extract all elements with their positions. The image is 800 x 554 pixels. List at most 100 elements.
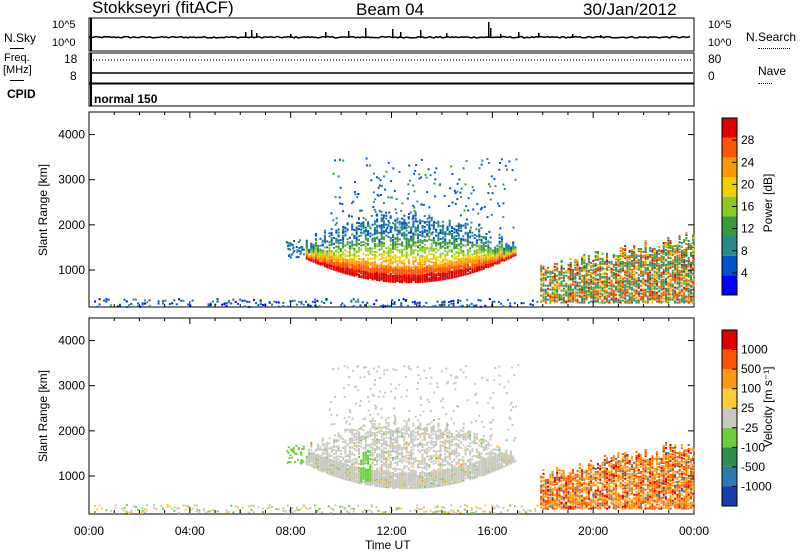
data-cell bbox=[558, 298, 561, 301]
data-cell bbox=[332, 172, 335, 175]
data-cell bbox=[460, 237, 463, 240]
data-cell bbox=[667, 260, 670, 263]
data-cell bbox=[354, 300, 357, 303]
data-cell bbox=[371, 237, 374, 240]
data-cell bbox=[655, 287, 658, 290]
data-cell bbox=[655, 262, 658, 265]
data-cell bbox=[373, 245, 376, 247]
data-cell bbox=[412, 271, 415, 274]
data-cell bbox=[560, 264, 563, 267]
data-cell bbox=[667, 256, 670, 259]
data-cell bbox=[590, 294, 593, 297]
data-cell bbox=[319, 261, 322, 264]
data-cell bbox=[98, 303, 101, 306]
data-cell bbox=[289, 256, 292, 259]
data-cell bbox=[300, 250, 302, 253]
data-cell bbox=[653, 287, 656, 290]
data-cell bbox=[644, 300, 647, 303]
data-cell bbox=[392, 260, 394, 263]
data-cell bbox=[488, 230, 491, 233]
data-cell bbox=[644, 260, 647, 263]
data-cell bbox=[640, 262, 643, 265]
data-cell bbox=[360, 275, 363, 278]
data-cell bbox=[455, 271, 458, 274]
data-cell bbox=[437, 259, 440, 262]
data-cell bbox=[373, 247, 376, 249]
data-cell bbox=[457, 299, 459, 302]
data-cell bbox=[453, 189, 456, 192]
data-cell bbox=[692, 295, 695, 298]
data-cell bbox=[381, 185, 383, 188]
data-cell bbox=[560, 294, 563, 297]
data-cell bbox=[578, 271, 581, 274]
data-cell bbox=[94, 511, 96, 513]
data-cell bbox=[642, 300, 645, 303]
data-cell bbox=[390, 180, 393, 183]
data-cell bbox=[287, 244, 289, 247]
data-cell bbox=[628, 273, 631, 276]
data-cell bbox=[671, 283, 674, 286]
data-cell bbox=[430, 265, 433, 267]
data-cell bbox=[252, 511, 255, 513]
data-cell bbox=[371, 257, 374, 260]
data-cell bbox=[599, 257, 602, 260]
data-cell bbox=[464, 226, 467, 229]
data-cell bbox=[551, 275, 554, 278]
data-cell bbox=[680, 273, 683, 276]
data-cell bbox=[599, 289, 602, 292]
data-cell bbox=[457, 258, 460, 261]
data-cell bbox=[425, 176, 428, 179]
data-cell bbox=[658, 246, 661, 248]
data-cell bbox=[248, 505, 251, 508]
data-cell bbox=[478, 223, 481, 226]
data-cell bbox=[403, 224, 406, 227]
data-cell bbox=[505, 258, 508, 261]
data-cell bbox=[293, 299, 296, 302]
data-cell bbox=[382, 257, 385, 260]
data-cell bbox=[585, 289, 588, 292]
data-cell bbox=[444, 242, 447, 245]
nsky-spike bbox=[538, 33, 540, 38]
data-cell bbox=[529, 303, 532, 306]
data-cell bbox=[646, 290, 649, 293]
data-cell bbox=[619, 296, 622, 299]
data-cell bbox=[496, 244, 499, 247]
data-cell bbox=[651, 257, 654, 260]
data-cell bbox=[549, 281, 552, 284]
data-cell bbox=[482, 242, 485, 244]
data-cell bbox=[601, 280, 604, 283]
data-cell bbox=[556, 278, 559, 281]
data-cell bbox=[479, 299, 482, 302]
data-cell bbox=[123, 506, 126, 509]
data-cell bbox=[463, 209, 466, 212]
data-cell bbox=[683, 270, 686, 273]
data-cell bbox=[355, 250, 358, 253]
data-cell bbox=[314, 237, 317, 240]
beam-label: Beam 04 bbox=[356, 0, 425, 19]
data-cell bbox=[542, 282, 545, 285]
data-cell bbox=[692, 252, 695, 255]
data-cell bbox=[421, 225, 424, 228]
date-label: 30/Jan/2012 bbox=[583, 0, 677, 19]
data-cell bbox=[367, 257, 369, 260]
data-cell bbox=[667, 293, 670, 296]
data-cell bbox=[342, 226, 345, 229]
data-cell bbox=[396, 217, 399, 220]
data-cell bbox=[651, 248, 654, 250]
data-cell bbox=[407, 225, 410, 228]
data-cell bbox=[676, 246, 679, 248]
data-cell bbox=[348, 214, 350, 217]
data-cell bbox=[209, 304, 212, 306]
data-cell bbox=[392, 234, 394, 237]
data-cell bbox=[431, 231, 434, 234]
data-cell bbox=[678, 235, 681, 237]
data-cell bbox=[144, 508, 146, 511]
data-cell bbox=[441, 229, 444, 232]
data-cell bbox=[610, 279, 613, 282]
data-cell bbox=[482, 244, 485, 246]
data-cell bbox=[359, 209, 362, 212]
data-cell bbox=[581, 290, 584, 293]
data-cell bbox=[367, 222, 370, 225]
data-cell bbox=[633, 248, 636, 250]
data-cell bbox=[489, 198, 492, 201]
